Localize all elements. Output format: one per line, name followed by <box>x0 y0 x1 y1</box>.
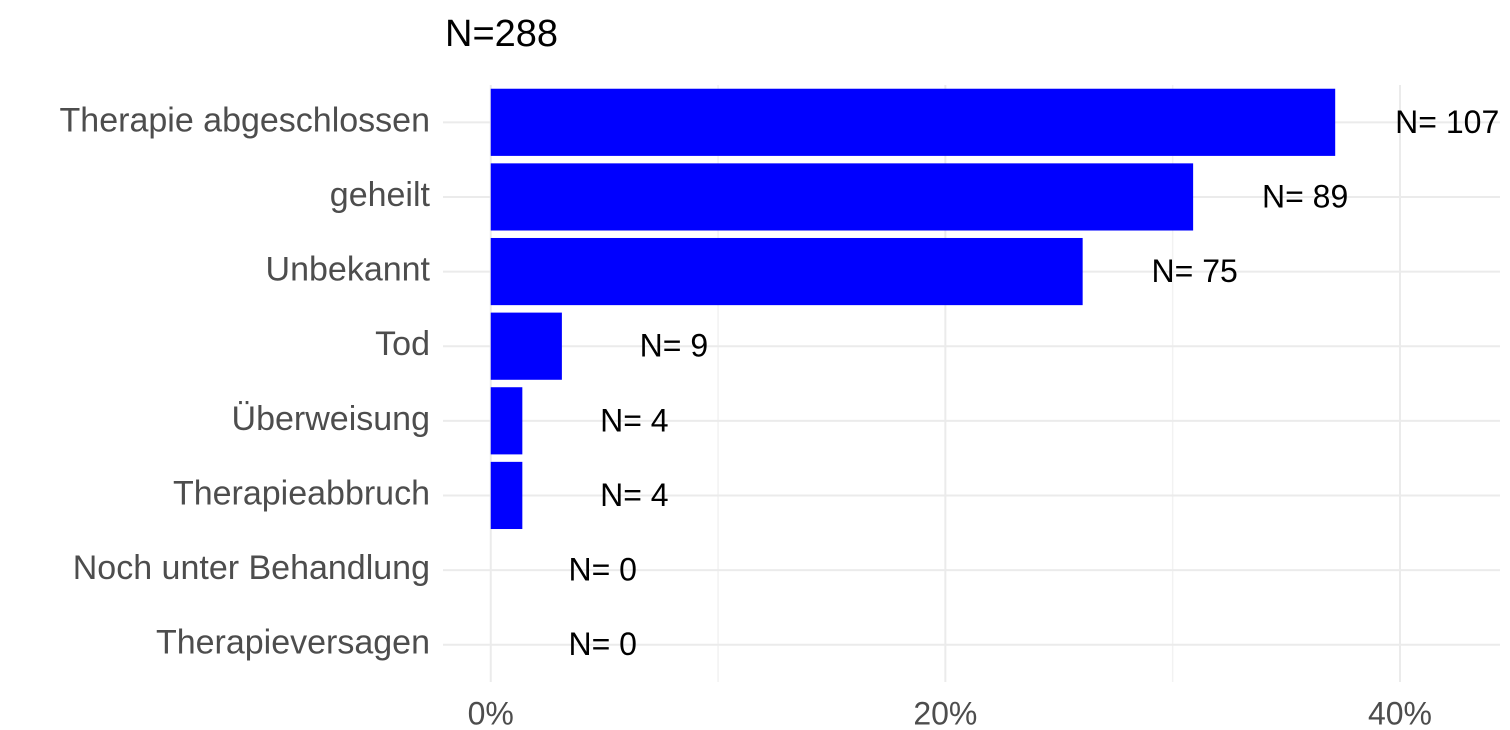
y-tick-label: Therapieversagen <box>156 624 430 662</box>
y-tick-label: Unbekannt <box>266 251 431 289</box>
bar <box>490 387 523 455</box>
x-tick-label: 0% <box>468 695 514 730</box>
bar-label: N= 75 <box>1152 253 1238 289</box>
bar <box>490 312 562 380</box>
bar-label: N= 89 <box>1262 178 1348 214</box>
x-tick-label: 40% <box>1368 695 1432 730</box>
y-tick-label: Tod <box>375 325 430 363</box>
y-tick-label: geheilt <box>330 176 431 214</box>
x-tick-label: 20% <box>913 695 977 730</box>
chart-title: N=288 <box>445 13 558 55</box>
y-tick-label: Therapieabbruch <box>173 474 430 512</box>
bar <box>490 163 1194 231</box>
y-tick-label: Noch unter Behandlung <box>73 549 430 587</box>
bar <box>490 88 1336 156</box>
bar <box>490 461 523 530</box>
bar-label: N= 4 <box>600 402 668 438</box>
bar <box>490 237 1083 306</box>
bar-label: N= 0 <box>568 552 636 588</box>
bar-label: N= 9 <box>640 328 708 364</box>
bar-label: N= 4 <box>600 477 668 513</box>
y-tick-label: Überweisung <box>232 400 430 438</box>
bar-label: N= 0 <box>568 626 636 662</box>
y-tick-label: Therapie abgeschlossen <box>60 101 430 139</box>
bar-label: N= 107 <box>1395 104 1499 140</box>
